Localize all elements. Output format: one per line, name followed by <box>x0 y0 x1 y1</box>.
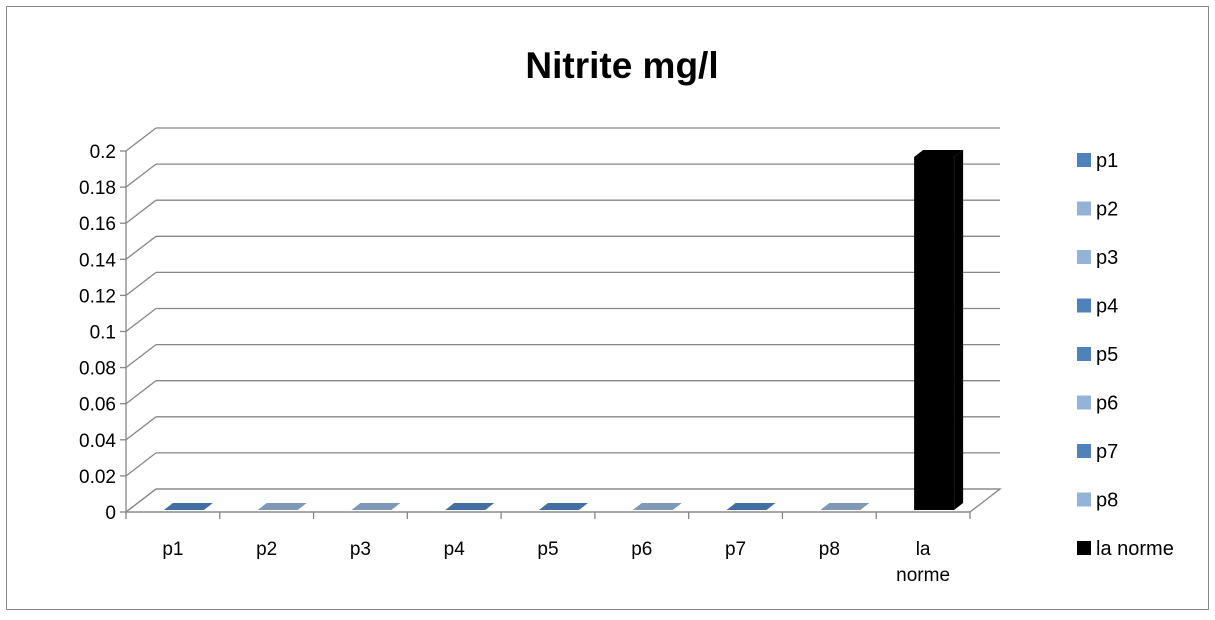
y-tick-label: 0.16 <box>79 214 116 235</box>
y-tick-label: 0.2 <box>90 142 116 163</box>
x-tick-label: p6 <box>631 539 652 560</box>
side-gridline <box>125 127 157 152</box>
bar-la-norme <box>914 150 964 510</box>
side-gridline <box>125 163 157 188</box>
bar-side <box>954 150 964 510</box>
bar-p5 <box>539 503 588 510</box>
legend-label: p4 <box>1096 296 1118 318</box>
legend-swatch <box>1077 444 1091 458</box>
bar-top <box>914 150 964 157</box>
x-tick-label: p2 <box>256 539 277 560</box>
side-gridline <box>125 488 157 513</box>
side-gridline <box>125 380 157 405</box>
x-tick-label: p8 <box>819 539 840 560</box>
bar-p3 <box>351 503 401 510</box>
x-tick-label: p4 <box>444 539 466 560</box>
x-tick-label: la <box>916 539 931 560</box>
legend-label: la norme <box>1096 538 1174 560</box>
legend: p1 p2 p3 p4 p5 p6 p7 p8 la norme <box>1077 150 1174 560</box>
side-gridline <box>125 452 157 477</box>
legend-label: p2 <box>1096 199 1118 221</box>
y-tick-label: 0 <box>105 503 116 524</box>
legend-swatch <box>1077 347 1091 361</box>
x-tick-label: p5 <box>537 539 558 560</box>
bar-p1 <box>163 503 213 510</box>
x-tick-label: p7 <box>725 539 746 560</box>
bar-p7 <box>726 503 776 510</box>
legend-swatch <box>1077 541 1091 555</box>
legend-label: p6 <box>1096 393 1118 415</box>
legend-swatch <box>1077 201 1091 216</box>
bar-p2 <box>257 503 307 510</box>
legend-swatch <box>1077 250 1091 264</box>
bar-front <box>914 157 955 510</box>
legend-label: p8 <box>1096 490 1118 512</box>
legend-label: p1 <box>1096 150 1118 172</box>
legend-swatch <box>1077 153 1091 167</box>
y-tick-label: 0.04 <box>79 431 116 452</box>
legend-swatch <box>1077 395 1091 410</box>
y-tick-label: 0.02 <box>79 467 116 488</box>
y-tick-label: 0.08 <box>79 359 116 380</box>
y-tick-label: 0.14 <box>79 250 116 271</box>
legend-swatch <box>1077 492 1091 507</box>
plot-area: 0 0.02 0.04 0.06 0.08 0.1 0.12 0.14 0.16 0.18 0.2 p… <box>79 127 1002 586</box>
legend-label: p3 <box>1096 247 1118 269</box>
legend-swatch <box>1077 298 1091 313</box>
x-tick-label: p3 <box>350 539 371 560</box>
bar-p6 <box>632 503 682 510</box>
y-tick-label: 0.18 <box>79 178 116 199</box>
side-gridline <box>125 271 157 296</box>
bar-p8 <box>820 503 870 510</box>
legend-label: p7 <box>1096 441 1118 463</box>
side-gridline <box>125 307 157 333</box>
side-gridline <box>125 235 157 260</box>
side-gridline <box>125 344 157 369</box>
bar-p4 <box>445 503 495 510</box>
y-tick-label: 0.1 <box>90 323 116 344</box>
y-tick-label: 0.12 <box>79 286 116 307</box>
side-gridline <box>125 416 157 441</box>
legend-label: p5 <box>1096 344 1118 366</box>
y-tick-label: 0.06 <box>79 395 116 416</box>
x-tick-label: p1 <box>162 539 183 560</box>
side-gridline <box>125 199 157 224</box>
chart-title: Nitrite mg/l <box>525 45 718 86</box>
x-tick-label: norme <box>896 565 950 586</box>
